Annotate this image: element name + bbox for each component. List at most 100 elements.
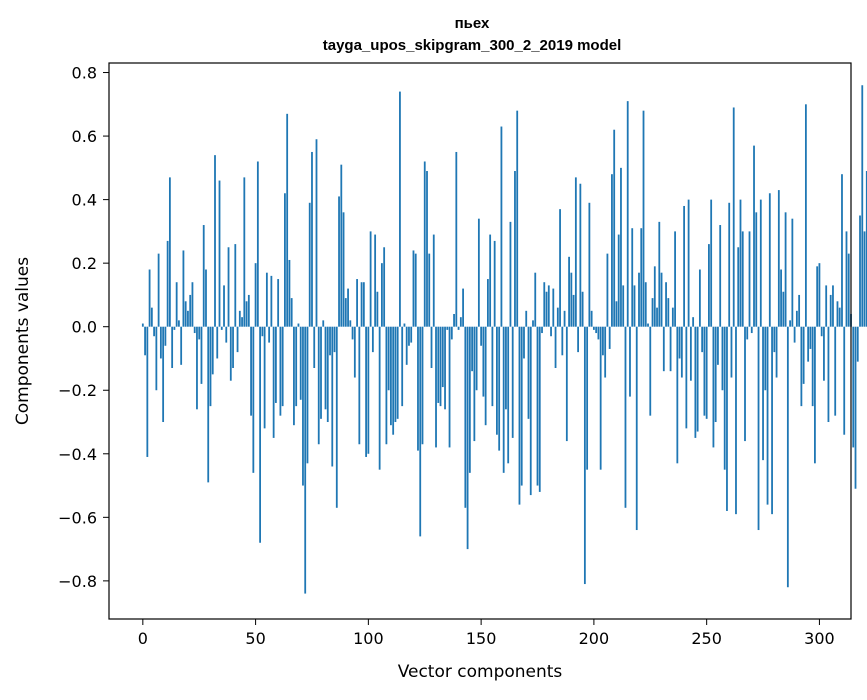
- bar-135: [446, 326, 449, 330]
- bar-298: [814, 326, 816, 464]
- bar-9: [162, 326, 165, 423]
- bar-228: [656, 307, 658, 327]
- bar-94: [353, 326, 356, 378]
- bar-156: [493, 240, 496, 327]
- bar-137: [450, 326, 453, 340]
- y-axis-ticks: −0.8 −0.6 −0.4 −0.2 0.0 0.2 0.4 0.6 0.8: [58, 64, 109, 591]
- bar-255: [717, 326, 719, 365]
- bar-82: [326, 326, 329, 423]
- bar-4: [150, 307, 153, 327]
- bar-26: [200, 326, 203, 384]
- bar-30: [209, 326, 212, 407]
- y-tick-label: 0.8: [72, 64, 97, 83]
- bar-5: [153, 326, 155, 337]
- bar-319: [861, 85, 864, 327]
- bar-187: [563, 310, 566, 327]
- bar-246: [696, 326, 699, 432]
- bar-181: [550, 326, 552, 337]
- bar-124: [421, 326, 424, 445]
- bar-115: [401, 326, 404, 407]
- bar-277: [766, 326, 769, 505]
- bar-112: [394, 326, 397, 423]
- bar-306: [832, 285, 834, 327]
- bar-184: [556, 307, 559, 327]
- bar-225: [649, 326, 652, 416]
- bar-126: [426, 171, 428, 327]
- bar-318: [859, 215, 861, 327]
- bar-153: [486, 279, 489, 327]
- bar-160: [502, 326, 505, 473]
- bar-195: [581, 291, 584, 327]
- bar-227: [653, 266, 656, 327]
- bar-242: [687, 199, 690, 327]
- bar-131: [437, 326, 440, 403]
- chart-title: пьех: [455, 15, 490, 32]
- bar-170: [525, 310, 528, 327]
- bar-33: [216, 326, 219, 359]
- bar-91: [347, 288, 349, 327]
- bar-188: [565, 326, 568, 442]
- bar-52: [259, 326, 261, 543]
- bar-118: [408, 326, 410, 346]
- bar-99: [365, 326, 367, 457]
- bar-77: [315, 139, 318, 327]
- bar-15: [175, 282, 178, 327]
- bar-270: [750, 326, 753, 334]
- bar-294: [804, 104, 807, 327]
- bar-309: [838, 307, 841, 327]
- bar-62: [281, 326, 284, 407]
- bar-234: [669, 326, 672, 372]
- x-axis-label: Vector components: [398, 662, 563, 682]
- bar-31: [211, 326, 214, 375]
- bar-235: [671, 307, 674, 327]
- bar-185: [559, 209, 561, 327]
- bar-281: [775, 326, 778, 378]
- bar-1: [144, 326, 146, 356]
- bar-10: [164, 326, 167, 346]
- y-tick-label: 0.0: [72, 318, 97, 337]
- bar-79: [320, 326, 322, 419]
- bar-76: [313, 326, 316, 368]
- bar-120: [412, 250, 415, 327]
- bar-35: [220, 326, 223, 330]
- chart-subtitle: tayga_upos_skipgram_300_2_2019 model: [323, 37, 622, 54]
- bar-121: [414, 253, 417, 327]
- bar-25: [198, 326, 201, 340]
- y-tick-label: 0.4: [72, 191, 97, 210]
- bar-292: [800, 326, 803, 407]
- bar-69: [297, 323, 300, 327]
- bar-157: [496, 326, 498, 435]
- bar-125: [423, 161, 426, 327]
- bar-22: [191, 282, 194, 327]
- x-tick-label: 300: [804, 629, 835, 648]
- bar-221: [640, 228, 643, 327]
- bar-268: [746, 326, 749, 340]
- bar-155: [491, 326, 494, 407]
- bar-87: [338, 196, 340, 327]
- bar-229: [658, 221, 661, 327]
- bar-284: [782, 291, 785, 327]
- bar-213: [622, 285, 625, 327]
- bar-54: [263, 326, 266, 429]
- bar-3: [148, 269, 151, 327]
- bar-249: [703, 326, 706, 416]
- bar-16: [178, 320, 180, 327]
- bar-262: [732, 107, 735, 327]
- bar-196: [583, 326, 586, 585]
- bar-66: [290, 298, 293, 327]
- bar-287: [789, 320, 791, 327]
- bar-264: [737, 247, 740, 327]
- bar-174: [534, 272, 537, 327]
- bar-32: [214, 155, 216, 327]
- bar-283: [780, 269, 782, 327]
- bar-143: [464, 326, 467, 508]
- bar-207: [608, 326, 611, 349]
- bar-222: [642, 110, 645, 327]
- bar-72: [304, 326, 307, 594]
- bar-321: [865, 171, 867, 327]
- bar-289: [793, 326, 796, 343]
- bar-11: [166, 240, 169, 327]
- bar-201: [595, 326, 598, 334]
- bar-38: [227, 247, 230, 327]
- bar-257: [721, 326, 724, 391]
